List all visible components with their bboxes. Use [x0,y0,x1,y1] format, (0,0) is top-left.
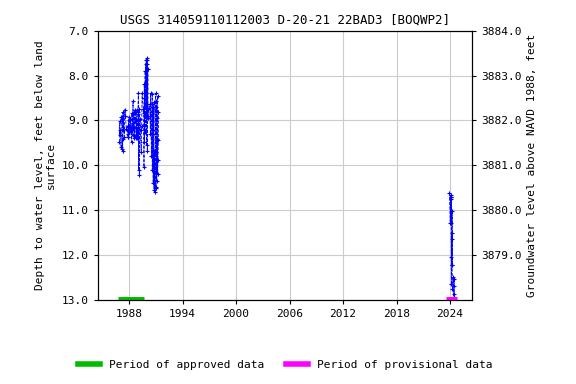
Y-axis label: Groundwater level above NAVD 1988, feet: Groundwater level above NAVD 1988, feet [528,33,537,297]
Legend: Period of approved data, Period of provisional data: Period of approved data, Period of provi… [73,356,497,375]
Title: USGS 314059110112003 D-20-21 22BAD3 [BOQWP2]: USGS 314059110112003 D-20-21 22BAD3 [BOQ… [120,14,450,27]
Y-axis label: Depth to water level, feet below land
surface: Depth to water level, feet below land su… [35,40,56,290]
